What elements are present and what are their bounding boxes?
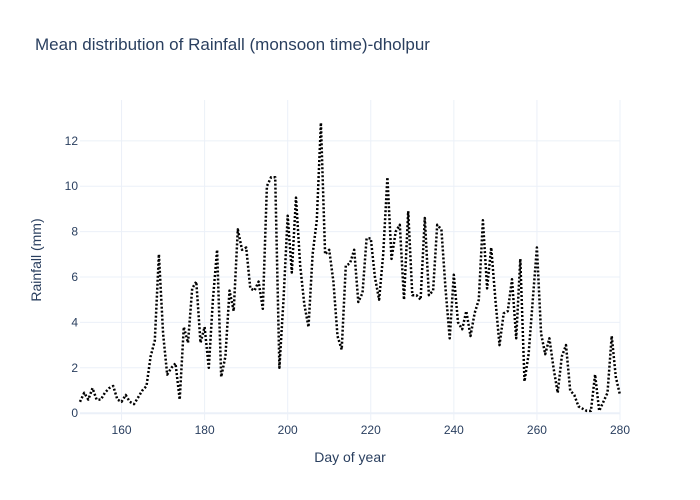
chart-title: Mean distribution of Rainfall (monsoon t…: [35, 35, 430, 54]
x-tick-label-160: 160: [112, 423, 132, 437]
y-tick-label-12: 12: [65, 134, 79, 148]
y-tick-label-10: 10: [65, 179, 79, 193]
rainfall-series-line: [78, 121, 622, 413]
x-tick-label-280: 280: [610, 423, 630, 437]
x-tick-label-180: 180: [195, 423, 215, 437]
x-tick-label-220: 220: [361, 423, 381, 437]
series-layer: [78, 121, 622, 413]
y-tick-label-2: 2: [71, 361, 78, 375]
grid-layer: [80, 100, 621, 420]
y-tick-label-0: 0: [71, 406, 78, 420]
x-tick-label-240: 240: [444, 423, 464, 437]
x-axis-label: Day of year: [314, 449, 386, 465]
x-tick-label-200: 200: [278, 423, 298, 437]
tick-labels: 160 180 200 220 240 260 280 0 2 4 6 8 10 12: [65, 134, 631, 437]
y-tick-label-8: 8: [71, 225, 78, 239]
x-tick-label-260: 260: [527, 423, 547, 437]
y-axis-label: Rainfall (mm): [28, 218, 44, 301]
y-tick-label-4: 4: [71, 315, 78, 329]
y-tick-label-6: 6: [71, 270, 78, 284]
